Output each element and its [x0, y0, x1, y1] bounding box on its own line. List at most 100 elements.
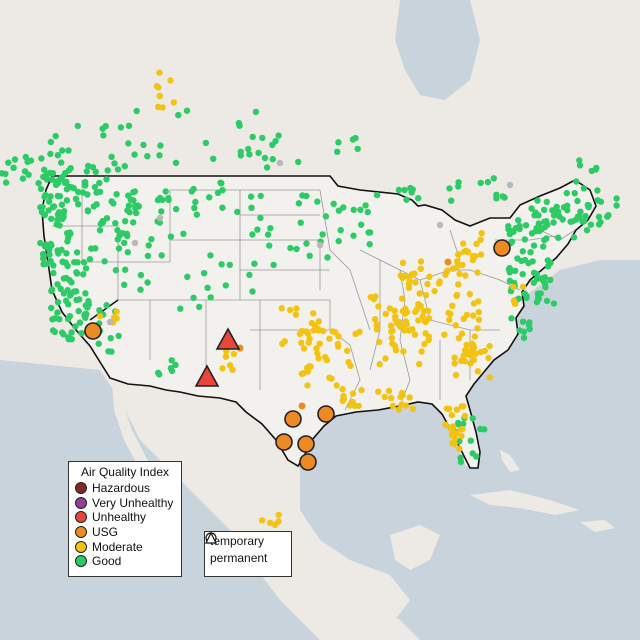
- moderate-monitor: [422, 318, 429, 326]
- good-monitor: [534, 197, 541, 204]
- monitors-good: [0, 107, 620, 466]
- good-monitor: [448, 197, 455, 204]
- good-monitor: [105, 348, 112, 355]
- good-monitor: [37, 185, 45, 193]
- moderate-monitor: [431, 287, 438, 295]
- good-monitor: [137, 286, 144, 293]
- good-monitor: [117, 124, 125, 131]
- moderate-monitor: [381, 393, 388, 401]
- good-monitor: [202, 139, 210, 147]
- bahamas-land: [500, 450, 520, 472]
- good-monitor: [572, 216, 580, 223]
- moderate-monitor: [310, 310, 317, 317]
- moderate-monitor: [473, 240, 480, 248]
- good-monitor: [555, 234, 562, 241]
- good-monitor: [159, 196, 166, 204]
- good-monitor: [114, 166, 122, 173]
- good-monitor: [103, 302, 110, 309]
- moderate-monitor: [392, 313, 399, 320]
- good-monitor: [218, 261, 225, 268]
- good-monitor: [68, 279, 75, 286]
- good-monitor: [583, 227, 591, 234]
- legend-title: Air Quality Index: [80, 465, 170, 479]
- moderate-monitor: [415, 317, 422, 324]
- good-monitor: [484, 178, 491, 186]
- good-monitor: [148, 236, 155, 243]
- good-monitor: [508, 315, 515, 322]
- good-monitor: [70, 288, 78, 295]
- good-monitor: [319, 231, 326, 238]
- gulf-of-mexico: [305, 400, 480, 500]
- good-monitor: [206, 194, 213, 201]
- moderate-monitor: [349, 398, 356, 406]
- moderate-monitor: [387, 322, 395, 329]
- moderate-monitor: [443, 268, 450, 276]
- good-monitor: [269, 156, 276, 163]
- good-monitor: [168, 367, 176, 375]
- moderate-monitor: [461, 358, 469, 365]
- legend-item-permanent: permanent: [205, 532, 291, 566]
- moderate-monitor: [398, 295, 406, 302]
- good-monitor: [133, 107, 140, 115]
- good-monitor: [122, 266, 129, 273]
- good-monitor: [303, 192, 310, 200]
- good-monitor: [65, 167, 73, 174]
- moderate-monitor: [519, 283, 527, 290]
- good-monitor: [527, 249, 534, 256]
- atlantic-east: [430, 265, 640, 640]
- moderate-monitor: [446, 316, 453, 324]
- moderate-monitor: [449, 440, 456, 447]
- good-monitor: [177, 305, 184, 312]
- good-monitor: [512, 267, 519, 274]
- good-monitor: [0, 170, 5, 177]
- good-monitor: [354, 145, 361, 153]
- good-monitor: [604, 213, 611, 220]
- good-monitor: [65, 147, 72, 154]
- legend-label: Good: [92, 554, 122, 569]
- good-monitor: [536, 223, 543, 231]
- good-monitor: [47, 138, 55, 146]
- moderate-monitor: [222, 353, 230, 360]
- good-monitor: [115, 245, 123, 252]
- usg-temporary-monitor: [299, 453, 317, 471]
- good-monitor: [515, 295, 522, 302]
- good-monitor: [183, 107, 191, 114]
- good-monitor: [2, 179, 10, 186]
- unhealthy-swatch: [75, 511, 87, 524]
- moderate-monitor: [472, 350, 479, 357]
- good-monitor: [84, 304, 91, 311]
- good-monitor: [455, 183, 462, 190]
- good-monitor: [37, 239, 44, 247]
- good-monitor: [112, 220, 119, 227]
- good-monitor: [249, 288, 256, 295]
- good-monitor: [357, 206, 364, 213]
- moderate-monitor: [474, 325, 481, 332]
- moderate-monitor: [386, 305, 394, 312]
- good-monitor: [525, 321, 533, 329]
- moderate-monitor: [391, 342, 399, 350]
- good-monitor: [156, 152, 163, 159]
- good-monitor: [580, 218, 588, 225]
- good-monitor: [530, 242, 538, 249]
- good-monitor: [516, 327, 523, 334]
- good-monitor: [122, 218, 129, 225]
- moderate-monitor: [304, 382, 311, 389]
- good-monitor: [446, 185, 453, 192]
- good-monitor: [46, 246, 53, 253]
- good-monitor: [190, 294, 197, 301]
- aqi-legend: Air Quality Index Hazardous Very Unhealt…: [68, 461, 182, 577]
- good-monitor: [401, 186, 408, 194]
- moderate-monitor: [382, 355, 389, 362]
- moderate-monitor: [326, 335, 333, 342]
- moderate-monitor: [333, 382, 340, 389]
- good-monitor: [573, 178, 580, 185]
- moderate-monitor: [287, 306, 294, 314]
- good-monitor: [547, 276, 554, 284]
- good-monitor: [457, 458, 465, 466]
- good-monitor: [184, 273, 191, 280]
- moderate-monitor: [470, 312, 477, 319]
- good-monitor: [519, 271, 526, 278]
- good-monitor: [528, 205, 535, 212]
- unhealthy-permanent-monitor: [215, 327, 241, 350]
